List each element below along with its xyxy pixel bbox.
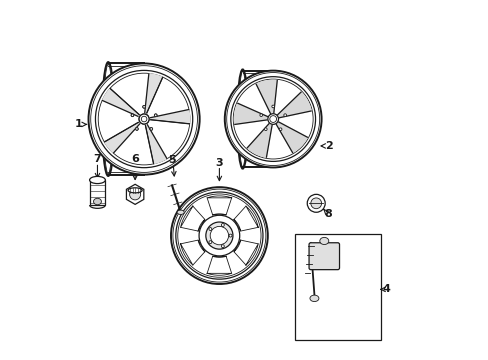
Polygon shape (207, 196, 231, 215)
Ellipse shape (139, 114, 149, 124)
Text: 8: 8 (324, 209, 331, 219)
Polygon shape (180, 240, 204, 265)
Ellipse shape (142, 105, 145, 108)
Text: 6: 6 (131, 154, 139, 164)
Circle shape (129, 189, 141, 200)
Polygon shape (126, 184, 143, 204)
Ellipse shape (135, 128, 138, 130)
Text: 4: 4 (382, 284, 389, 294)
Ellipse shape (93, 198, 101, 205)
Ellipse shape (210, 226, 228, 245)
Polygon shape (180, 206, 204, 231)
Ellipse shape (269, 116, 276, 122)
Ellipse shape (131, 114, 133, 117)
Ellipse shape (264, 128, 266, 131)
Ellipse shape (150, 127, 152, 130)
Ellipse shape (271, 105, 274, 108)
Text: 1: 1 (75, 120, 82, 129)
Ellipse shape (150, 128, 152, 130)
Circle shape (306, 194, 325, 212)
Polygon shape (207, 256, 231, 275)
Ellipse shape (154, 114, 157, 117)
Bar (294, 234, 380, 339)
Ellipse shape (89, 176, 105, 184)
Ellipse shape (228, 234, 231, 237)
Text: 3: 3 (215, 158, 223, 168)
Ellipse shape (128, 188, 142, 193)
Ellipse shape (131, 114, 134, 117)
Polygon shape (233, 240, 258, 265)
Polygon shape (234, 103, 267, 125)
Ellipse shape (279, 128, 282, 131)
Bar (89, 180, 105, 205)
Ellipse shape (259, 114, 262, 117)
Ellipse shape (142, 105, 145, 108)
Polygon shape (276, 122, 307, 153)
Ellipse shape (141, 116, 147, 122)
Ellipse shape (309, 295, 318, 302)
Ellipse shape (224, 71, 321, 167)
FancyBboxPatch shape (308, 243, 339, 270)
Polygon shape (145, 125, 166, 163)
Circle shape (310, 198, 321, 209)
Text: 7: 7 (93, 154, 101, 164)
Ellipse shape (177, 210, 184, 215)
Polygon shape (233, 206, 258, 231)
Polygon shape (247, 124, 271, 157)
Ellipse shape (171, 187, 267, 284)
Ellipse shape (154, 114, 157, 117)
Polygon shape (102, 89, 139, 116)
Ellipse shape (221, 224, 224, 226)
Ellipse shape (208, 241, 211, 244)
Ellipse shape (283, 114, 286, 117)
Ellipse shape (208, 228, 211, 230)
Ellipse shape (141, 116, 146, 122)
Polygon shape (277, 92, 310, 118)
Ellipse shape (205, 222, 232, 249)
Polygon shape (150, 109, 189, 124)
Polygon shape (144, 74, 163, 113)
Text: 5: 5 (168, 155, 176, 165)
Ellipse shape (139, 114, 149, 124)
Ellipse shape (221, 245, 224, 248)
Ellipse shape (88, 63, 199, 175)
Ellipse shape (199, 215, 239, 256)
Ellipse shape (267, 114, 278, 124)
Ellipse shape (319, 237, 328, 244)
Polygon shape (256, 80, 277, 113)
Polygon shape (104, 122, 140, 153)
Ellipse shape (135, 127, 138, 130)
Text: 2: 2 (324, 141, 332, 151)
